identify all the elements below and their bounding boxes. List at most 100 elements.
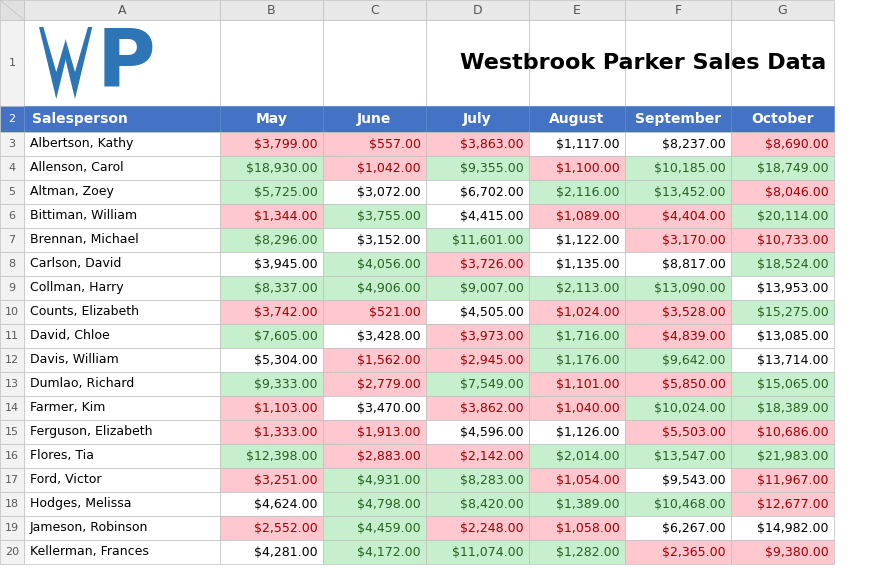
Bar [0,106,24,132]
Text: $4,172.00: $4,172.00 [357,545,420,558]
Text: Kellerman, Frances: Kellerman, Frances [30,545,148,558]
Text: $4,459.00: $4,459.00 [357,521,420,534]
Text: $13,452.00: $13,452.00 [654,186,725,198]
Text: $4,839.00: $4,839.00 [662,329,725,343]
Text: October: October [750,112,813,126]
Text: $9,642.00: $9,642.00 [662,353,725,366]
Text: $1,282.00: $1,282.00 [556,545,620,558]
Bar [220,180,323,204]
Text: P: P [97,24,155,102]
Text: $1,333.00: $1,333.00 [254,425,317,438]
Bar [24,180,220,204]
Text: 9: 9 [8,283,15,293]
Text: 7: 7 [8,235,15,245]
Text: $10,733.00: $10,733.00 [756,233,828,247]
Text: 1: 1 [8,58,15,68]
Text: $8,337.00: $8,337.00 [254,282,317,294]
Text: $3,428.00: $3,428.00 [357,329,420,343]
Bar [624,300,730,324]
Bar [730,396,833,420]
Bar [730,348,833,372]
Bar [730,228,833,252]
Text: $8,283.00: $8,283.00 [460,474,523,487]
Bar [220,444,323,468]
Bar [0,132,24,156]
Bar [220,106,323,132]
Text: $1,089.00: $1,089.00 [556,210,620,223]
Text: $4,931.00: $4,931.00 [357,474,420,487]
Text: $14,982.00: $14,982.00 [756,521,828,534]
Bar [220,396,323,420]
Text: Bittiman, William: Bittiman, William [30,210,137,223]
Text: $12,677.00: $12,677.00 [756,498,828,511]
Text: Davis, William: Davis, William [30,353,119,366]
Bar [24,228,220,252]
Text: $6,702.00: $6,702.00 [460,186,523,198]
Bar [323,540,426,564]
Text: Hodges, Melissa: Hodges, Melissa [30,498,131,511]
Text: September: September [634,112,721,126]
Bar [528,468,624,492]
Polygon shape [62,27,88,72]
Polygon shape [57,27,92,99]
Text: $9,543.00: $9,543.00 [662,474,725,487]
Bar [528,252,624,276]
Text: 17: 17 [5,475,19,485]
Text: $1,040.00: $1,040.00 [556,402,620,415]
Text: 10: 10 [5,307,19,317]
Bar [323,372,426,396]
Bar [0,396,24,420]
Text: May: May [256,112,287,126]
Text: $15,065.00: $15,065.00 [756,378,828,391]
Text: David, Chloe: David, Chloe [30,329,110,343]
Text: $8,237.00: $8,237.00 [662,137,725,151]
Text: $5,725.00: $5,725.00 [254,186,317,198]
Bar [24,468,220,492]
Bar [24,132,220,156]
Text: $9,007.00: $9,007.00 [460,282,523,294]
Bar [730,0,833,20]
Text: $1,101.00: $1,101.00 [556,378,620,391]
Bar [426,180,528,204]
Text: $21,983.00: $21,983.00 [756,449,828,462]
Text: Albertson, Kathy: Albertson, Kathy [30,137,133,151]
Text: Farmer, Kim: Farmer, Kim [30,402,105,415]
Bar [426,468,528,492]
Bar [426,20,528,106]
Bar [24,0,220,20]
Bar [24,204,220,228]
Text: $10,185.00: $10,185.00 [654,161,725,174]
Text: $2,116.00: $2,116.00 [556,186,620,198]
Text: 6: 6 [8,211,15,221]
Text: 2: 2 [8,114,15,124]
Bar [0,0,24,20]
Bar [220,276,323,300]
Text: B: B [267,3,275,16]
Bar [24,396,220,420]
Bar [624,420,730,444]
Bar [528,106,624,132]
Text: Allenson, Carol: Allenson, Carol [30,161,123,174]
Text: $18,749.00: $18,749.00 [756,161,828,174]
Text: $3,799.00: $3,799.00 [254,137,317,151]
Bar [0,252,24,276]
Bar [624,252,730,276]
Bar [0,444,24,468]
Bar [528,420,624,444]
Text: $8,046.00: $8,046.00 [764,186,828,198]
Text: $5,850.00: $5,850.00 [662,378,725,391]
Bar [220,492,323,516]
Bar [24,444,220,468]
Text: $13,547.00: $13,547.00 [654,449,725,462]
Text: Dumlao, Richard: Dumlao, Richard [30,378,134,391]
Text: Brennan, Michael: Brennan, Michael [30,233,139,247]
Bar [426,252,528,276]
Bar [220,348,323,372]
Text: $2,883.00: $2,883.00 [357,449,420,462]
Bar [24,324,220,348]
Bar [730,516,833,540]
Bar [624,372,730,396]
Bar [730,252,833,276]
Bar [24,156,220,180]
Text: Ferguson, Elizabeth: Ferguson, Elizabeth [30,425,152,438]
